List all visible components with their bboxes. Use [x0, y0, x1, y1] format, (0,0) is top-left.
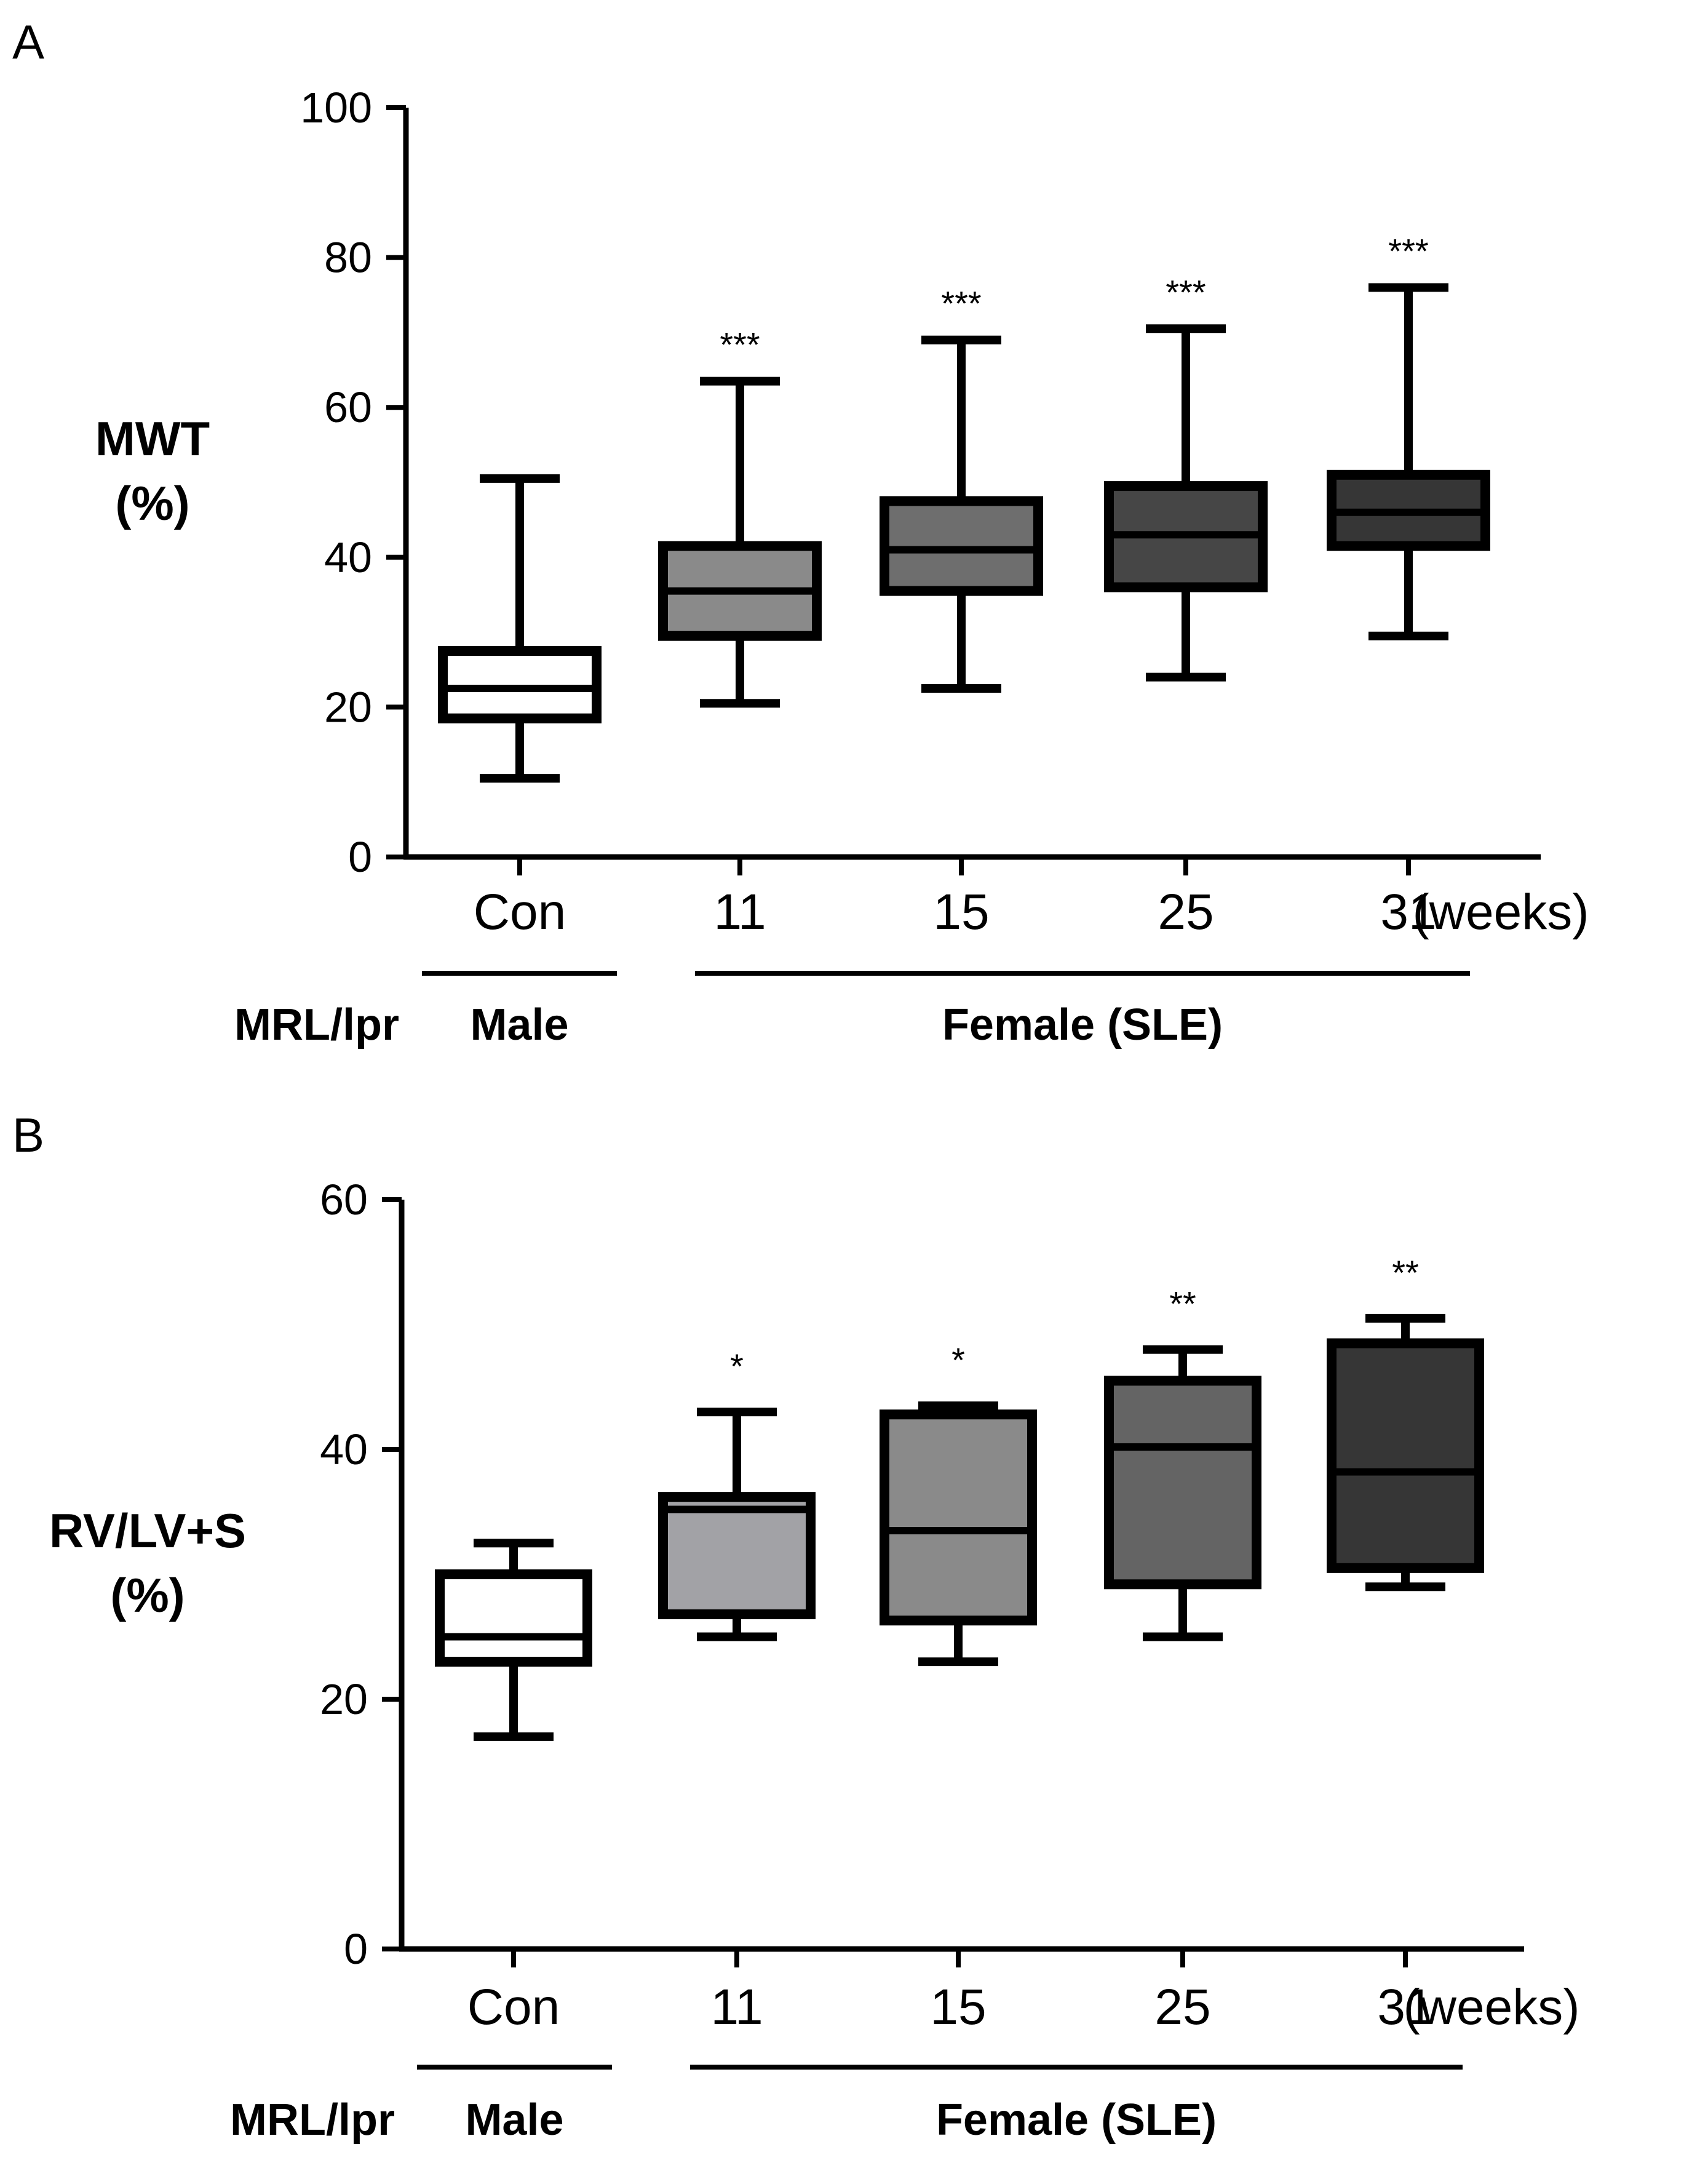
significance-label: *: [730, 1347, 744, 1385]
box-25: **: [1104, 1285, 1261, 1641]
group-label: Female (SLE): [936, 2095, 1217, 2145]
significance-label: ***: [1388, 231, 1428, 270]
panel-a: A 0 20 40 60 80 100 MWT (%) Con *** 11 *** 15 *** 25 ***…: [12, 15, 1589, 1050]
x-tick-label: 31: [1377, 1979, 1433, 2035]
significance-label: ***: [1166, 273, 1206, 311]
group-label: Female (SLE): [942, 1000, 1223, 1050]
y-tick-label: 20: [324, 683, 372, 731]
box-iqr: [880, 1409, 1037, 1626]
box-iqr: [438, 646, 602, 723]
x-tick-label: 11: [710, 1979, 763, 2035]
y-axis-label: (%): [110, 1568, 185, 1622]
y-tick-label: 20: [320, 1675, 368, 1723]
box-Con: [435, 1539, 592, 1741]
significance-label: *: [951, 1341, 965, 1379]
group-label: Male: [470, 1000, 568, 1050]
y-tick-label: 40: [320, 1425, 368, 1473]
x-tick-label: 25: [1154, 1979, 1210, 2035]
x-tick-label: 11: [713, 884, 766, 940]
x-tick-label: Con: [467, 1979, 560, 2035]
box-iqr: [1104, 1376, 1261, 1590]
box-11: ***: [658, 325, 822, 708]
box-iqr: [880, 496, 1043, 596]
x-tick-label: 31: [1380, 884, 1436, 940]
y-axis-label: (%): [115, 476, 189, 530]
box-Con: [438, 474, 602, 783]
box-11: *: [658, 1347, 816, 1641]
x-tick-label: 15: [933, 884, 989, 940]
box-25: ***: [1104, 273, 1268, 682]
y-tick-label: 80: [324, 234, 372, 282]
significance-label: ***: [720, 325, 760, 364]
box-15: *: [880, 1341, 1037, 1667]
y-tick-label: 0: [348, 833, 372, 881]
box-iqr: [658, 1492, 816, 1619]
strain-label: MRL/lpr: [230, 2095, 395, 2145]
x-unit-label: (weeks): [1412, 884, 1589, 940]
y-axis-label: RV/LV+S: [49, 1504, 246, 1558]
y-axis-label: MWT: [95, 412, 210, 466]
panel-letter: B: [12, 1108, 44, 1162]
significance-label: **: [1169, 1285, 1196, 1323]
y-tick-label: 60: [320, 1176, 368, 1224]
panel-letter: A: [12, 15, 44, 69]
significance-label: **: [1392, 1253, 1419, 1292]
x-tick-label: 15: [930, 1979, 986, 2035]
x-tick-label: Con: [474, 884, 566, 940]
y-tick-label: 60: [324, 383, 372, 431]
y-tick-label: 40: [324, 533, 372, 581]
strain-label: MRL/lpr: [234, 1000, 399, 1050]
significance-label: ***: [941, 284, 981, 323]
box-31: **: [1327, 1253, 1484, 1592]
box-31: ***: [1327, 231, 1490, 640]
y-tick-label: 100: [300, 84, 372, 132]
x-unit-label: (weeks): [1403, 1979, 1579, 2035]
panel-b: B 0 20 40 60 RV/LV+S (%) Con * 11 * 15 ** 25 ** 31(week…: [12, 1108, 1580, 2145]
x-tick-label: 25: [1158, 884, 1213, 940]
box-iqr: [1327, 1338, 1484, 1573]
y-tick-label: 0: [344, 1925, 368, 1973]
box-15: ***: [880, 284, 1043, 693]
box-iqr: [435, 1569, 592, 1667]
group-label: Male: [465, 2095, 563, 2145]
